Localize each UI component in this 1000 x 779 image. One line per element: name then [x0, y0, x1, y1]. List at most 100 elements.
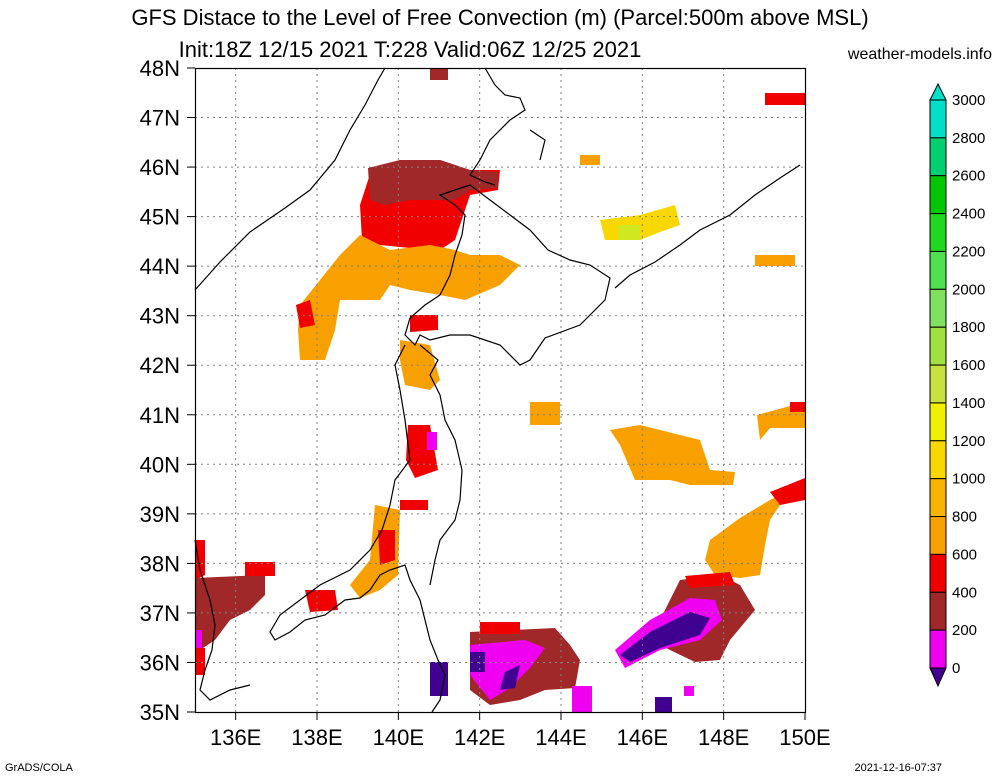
lat-label: 36N: [140, 650, 180, 675]
field-region: [572, 686, 592, 712]
lon-label: 142E: [454, 725, 505, 750]
lat-label: 45N: [140, 205, 180, 230]
coastline-korea: [194, 539, 251, 701]
field-region: [298, 235, 520, 360]
field-region: [765, 93, 805, 105]
lon-label: 138E: [291, 725, 342, 750]
lon-label: 148E: [698, 725, 749, 750]
colorbar-label: 2800: [952, 130, 985, 147]
field-region: [195, 575, 265, 650]
field-region: [350, 505, 400, 598]
colorbar-label: 800: [952, 509, 977, 526]
field-region: [400, 340, 440, 390]
field-region: [305, 590, 338, 612]
colorbar-swatch: [929, 516, 947, 555]
colorbar-label: 1000: [952, 471, 985, 488]
field-region: [430, 662, 448, 696]
colorbar-swatch: [929, 250, 947, 290]
coastline: [194, 67, 801, 713]
field-region: [296, 300, 315, 328]
field-region: [685, 572, 735, 588]
field-region: [470, 640, 545, 700]
latitude-labels: 48N 47N 46N 45N 44N 43N 42N 41N 40N 39N 38N 37N 36N 3…: [140, 56, 195, 725]
colorbar-label: 1400: [952, 395, 985, 412]
footer-software: GrADS/COLA: [5, 762, 73, 774]
colorbar-swatch: [929, 478, 947, 518]
map-subtitle: Init:18Z 12/15 2021 T:228 Valid:06Z 12/2…: [178, 37, 642, 62]
colorbar-swatch: [929, 440, 947, 480]
field-region: [430, 68, 448, 80]
lat-label: 43N: [140, 304, 180, 329]
field-region: [790, 402, 805, 412]
lon-label: 146E: [617, 725, 668, 750]
lon-label: 136E: [210, 725, 261, 750]
lat-label: 48N: [140, 56, 180, 81]
lat-label: 38N: [140, 551, 180, 576]
field-region: [500, 665, 520, 690]
colorbar-label: 1600: [952, 357, 985, 374]
field-region: [755, 255, 795, 266]
colorbar-swatch: [929, 364, 947, 404]
lat-label: 42N: [140, 353, 180, 378]
colorbar-swatch: [929, 213, 947, 252]
colorbar-label: 400: [952, 584, 977, 601]
coastline-kuril: [614, 164, 801, 289]
lon-label: 150E: [779, 725, 830, 750]
field-region: [610, 425, 735, 485]
lat-label: 46N: [140, 155, 180, 180]
site-credit: weather-models.info: [847, 46, 992, 63]
colorbar-label: 1200: [952, 433, 985, 450]
footer-timestamp: 2021-12-16-07:37: [854, 762, 942, 774]
field-region: [618, 225, 640, 240]
field-region: [427, 432, 437, 450]
coastline-hokkaido: [404, 184, 611, 366]
colorbar-swatch: [929, 402, 947, 442]
field-region: [620, 612, 710, 662]
field-region: [378, 530, 395, 565]
colorbar-swatch: [929, 591, 947, 631]
colorbar-swatch: [929, 99, 947, 139]
field-region: [195, 540, 205, 580]
colorbar-arrow-bottom: [929, 667, 947, 688]
colorbar-swatch: [929, 629, 947, 669]
lat-label: 35N: [140, 700, 180, 725]
lfc-shading: [195, 68, 805, 712]
colorbar-label: 1800: [952, 319, 985, 336]
colorbar-swatch: [929, 288, 947, 328]
colorbar-label: 0: [952, 660, 960, 677]
lon-label: 140E: [373, 725, 424, 750]
field-region: [530, 402, 560, 425]
longitude-labels: 136E 138E 140E 142E 144E 146E 148E 150E: [210, 712, 831, 750]
coastline-honshu: [269, 344, 446, 713]
field-region: [195, 648, 205, 675]
colorbar-label: 200: [952, 622, 977, 639]
coastline-kamchatka: [529, 129, 546, 161]
field-region: [400, 500, 428, 510]
coastline-honshu-east: [419, 344, 463, 586]
lat-label: 39N: [140, 502, 180, 527]
field-region: [480, 622, 520, 634]
colorbar: 3000280026002400220020001800160014001200…: [929, 82, 985, 688]
lat-label: 44N: [140, 254, 180, 279]
colorbar-swatch: [929, 175, 947, 215]
colorbar-arrow-top: [929, 82, 947, 101]
lat-label: 37N: [140, 601, 180, 626]
colorbar-label: 600: [952, 546, 977, 563]
plot-frame: [194, 67, 807, 714]
field-region: [770, 478, 805, 505]
field-region: [655, 697, 672, 712]
colorbar-swatch: [929, 137, 947, 177]
field-region: [410, 315, 438, 332]
colorbar-label: 2200: [952, 243, 985, 260]
lat-label: 47N: [140, 106, 180, 131]
field-region: [684, 686, 694, 696]
lon-label: 144E: [535, 725, 586, 750]
map-title: GFS Distace to the Level of Free Convect…: [131, 5, 869, 30]
colorbar-swatch: [929, 553, 947, 593]
lat-label: 41N: [140, 403, 180, 428]
colorbar-label: 3000: [952, 92, 985, 109]
colorbar-label: 2400: [952, 206, 985, 223]
colorbar-swatch: [929, 326, 947, 366]
field-region: [195, 630, 202, 648]
